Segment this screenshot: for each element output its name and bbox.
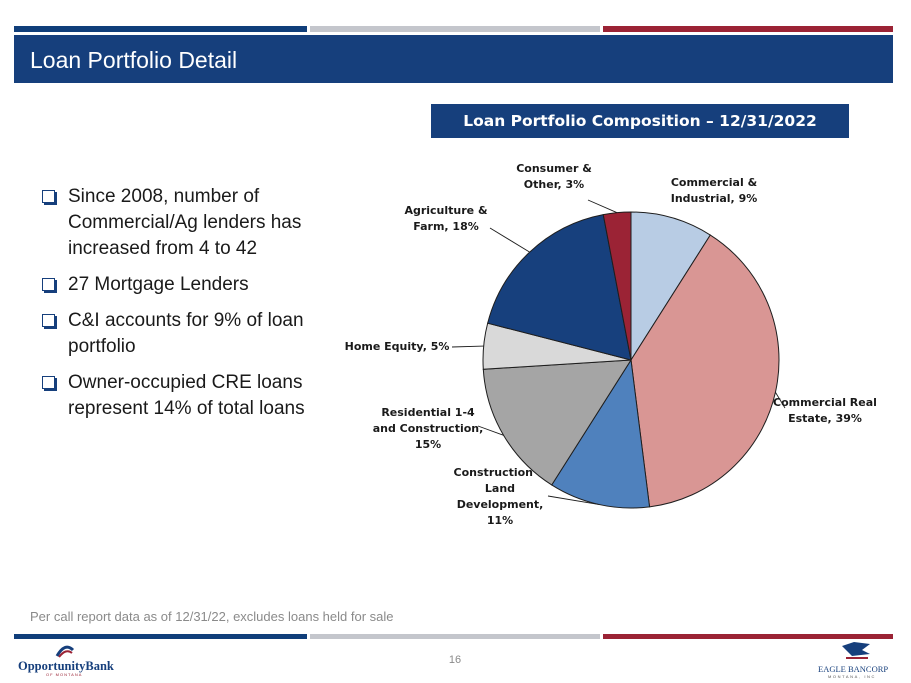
logo-right-sub: MONTANA, INC bbox=[828, 674, 877, 679]
bottom-accent-bar-red bbox=[603, 634, 893, 639]
pie-slice-construction-land-development bbox=[551, 358, 651, 509]
slice-label: Agriculture & Farm, 18% bbox=[404, 204, 488, 233]
title-bar: Loan Portfolio Detail bbox=[14, 35, 893, 83]
bank-swoosh-icon bbox=[55, 645, 75, 658]
leader-line bbox=[489, 227, 530, 253]
eagle-bancorp-logo: EAGLE BANCORP MONTANA, INC bbox=[818, 640, 898, 680]
leader-line bbox=[477, 425, 504, 436]
top-accent-bar-grey bbox=[310, 26, 600, 32]
logo-left-sub: OF MONTANA bbox=[46, 672, 83, 677]
leader-line bbox=[775, 392, 786, 409]
logo-left-name: OpportunityBank bbox=[18, 659, 114, 673]
top-accent-bar-blue bbox=[14, 26, 307, 32]
bullet-item: Owner-occupied CRE loans represent 14% o… bbox=[40, 370, 340, 422]
pie-slice-residential-1-4-and-construction bbox=[482, 359, 632, 486]
leader-line bbox=[547, 495, 599, 505]
loan-portfolio-pie-chart: Commercial & Industrial, 9% Commercial Rea… bbox=[345, 162, 877, 527]
checkbox-bullet-icon bbox=[42, 190, 55, 203]
leader-line bbox=[451, 345, 484, 348]
chart-heading: Loan Portfolio Composition – 12/31/2022 bbox=[463, 112, 817, 130]
slice-label: Construction & Land Development, 11% bbox=[454, 466, 547, 527]
page-title: Loan Portfolio Detail bbox=[30, 47, 238, 73]
slice-label: Residential 1-4 and Construction, 15% bbox=[373, 406, 484, 451]
bullet-item: C&I accounts for 9% of loan portfolio bbox=[40, 308, 340, 360]
bottom-accent-bar-blue bbox=[14, 634, 307, 639]
slice-label: Commercial Real Estate, 39% bbox=[773, 396, 877, 425]
leader-line bbox=[587, 199, 618, 214]
checkbox-bullet-icon bbox=[42, 278, 55, 291]
top-accent-bar-red bbox=[603, 26, 893, 32]
logo-right-name: EAGLE BANCORP bbox=[818, 664, 889, 674]
slice-label: Home Equity, 5% bbox=[345, 340, 450, 353]
eagle-flag-icon bbox=[842, 642, 870, 659]
bottom-accent-bar-grey bbox=[310, 634, 600, 639]
bullet-list: Since 2008, number of Commercial/Ag lend… bbox=[40, 184, 340, 432]
bullet-item: Since 2008, number of Commercial/Ag lend… bbox=[40, 184, 340, 262]
slice-label: Commercial & Industrial, 9% bbox=[671, 176, 758, 205]
slice-label: Consumer & Other, 3% bbox=[516, 162, 592, 191]
opportunity-bank-logo: OpportunityBank OF MONTANA bbox=[18, 642, 118, 677]
bullet-item: 27 Mortgage Lenders bbox=[40, 272, 340, 298]
pie-slice-commercial-industrial bbox=[630, 211, 711, 362]
checkbox-bullet-icon bbox=[42, 314, 55, 327]
pie-slice-agriculture-farm bbox=[487, 214, 632, 361]
footnote: Per call report data as of 12/31/22, exc… bbox=[30, 609, 394, 624]
pie-slice-consumer-other bbox=[602, 211, 632, 361]
chart-heading-box: Loan Portfolio Composition – 12/31/2022 bbox=[431, 104, 849, 138]
pie-slice-commercial-real-estate bbox=[630, 234, 780, 508]
checkbox-bullet-icon bbox=[42, 376, 55, 389]
page-number: 16 bbox=[448, 654, 462, 666]
